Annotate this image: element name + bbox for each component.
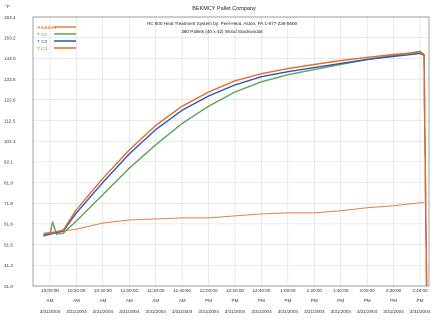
x-tick-date-label: 3/31/2004 (145, 309, 166, 314)
x-tick-date-label: 3/31/2004 (172, 309, 193, 314)
x-tick-ampm-label: AM (73, 298, 80, 303)
y-tick-label: 61.6 (4, 222, 13, 227)
x-tick-time-label: 11:40:00 (173, 288, 191, 293)
x-axis-ticks: 10:00:00 AM 3/31/2004 10:20:00 AM 3/31/2004 10… (40, 288, 431, 314)
legend-label-3: T C2 (37, 39, 48, 45)
chart-subtitle-2: 380 Pallets (40 x 42) Wood Stackwoods (181, 29, 263, 34)
series-line-1 (43, 202, 424, 234)
x-tick-date-label: 3/31/2004 (383, 309, 404, 314)
x-tick-time-label: 1:20:00 (307, 288, 323, 293)
series-line-4 (43, 51, 428, 287)
y-tick-label: 122.6 (4, 98, 16, 103)
x-tick-date-label: 3/31/2004 (198, 309, 219, 314)
x-tick-ampm-label: PM (258, 298, 265, 303)
y-tick-label: 163.4 (4, 15, 16, 20)
x-tick-ampm-label: PM (390, 298, 397, 303)
x-tick-time-label: 11:20:00 (147, 288, 165, 293)
x-tick-date-label: 3/31/2004 (93, 309, 114, 314)
legend-label-1: Ambient (37, 25, 57, 31)
x-tick-time-label: 2:20:00 (386, 288, 402, 293)
x-tick-time-label: 11:00:00 (121, 288, 139, 293)
x-tick-ampm-label: AM (152, 298, 159, 303)
x-tick-time-label: 10:20:00 (67, 288, 85, 293)
y-tick-label: 81.9 (4, 180, 13, 185)
x-tick-time-label: 10:00:00 (41, 288, 59, 293)
x-tick-date-label: 3/31/2004 (410, 309, 431, 314)
x-tick-ampm-label: PM (311, 298, 318, 303)
x-tick-ampm-label: PM (284, 298, 291, 303)
series-lines (43, 50, 428, 287)
x-tick-ampm-label: PM (364, 298, 371, 303)
x-tick-date-label: 3/31/2004 (66, 309, 87, 314)
x-tick-time-label: 2:40:00 (412, 288, 428, 293)
x-tick-ampm-label: PM (205, 298, 212, 303)
x-tick-ampm-label: AM (126, 298, 133, 303)
x-tick-ampm-label: AM (47, 298, 54, 303)
x-tick-ampm-label: AM (179, 298, 186, 303)
x-tick-ampm-label: PM (232, 298, 239, 303)
x-tick-time-label: 12:00:00 (200, 288, 218, 293)
y-tick-label: 133.6 (4, 77, 16, 82)
x-tick-date-label: 3/31/2004 (357, 309, 378, 314)
x-tick-date-label: 3/31/2004 (304, 309, 325, 314)
x-tick-ampm-label: PM (337, 298, 344, 303)
x-tick-ampm-label: AM (99, 298, 106, 303)
y-tick-label: 31.0 (4, 284, 13, 289)
x-tick-time-label: 12:20:00 (226, 288, 244, 293)
x-tick-date-label: 3/31/2004 (330, 309, 351, 314)
x-tick-date-label: 3/31/2004 (278, 309, 299, 314)
y-axis-ticks: 163.4 153.2 143.0 133.6 122.6 112.5 102.3 92.1 8… (4, 15, 16, 289)
y-tick-label: 92.1 (4, 160, 13, 165)
x-tick-date-label: 3/31/2004 (251, 309, 272, 314)
x-tick-time-label: 1:00:00 (280, 288, 296, 293)
chart-subtitle-1: HC 800 Heat Treatment System by: Peel-He… (147, 21, 298, 26)
plot-frame (32, 16, 430, 287)
chart-title: BEKMCY Pallet Company (192, 6, 256, 12)
x-tick-time-label: 2:00:00 (359, 288, 375, 293)
x-tick-time-label: 1:40:00 (333, 288, 349, 293)
y-tick-label: 143.0 (4, 56, 16, 61)
y-tick-label: 153.2 (4, 35, 16, 40)
y-tick-label: 71.8 (4, 201, 13, 206)
legend-label-2: T C1 (37, 32, 48, 38)
x-tick-time-label: 12:40:00 (252, 288, 270, 293)
y-tick-label: 51.5 (4, 242, 13, 247)
y-tick-label: 112.5 (4, 118, 16, 123)
y-tick-label: 102.3 (4, 139, 16, 144)
y-unit-label: °F (5, 4, 10, 10)
y-tick-label: 41.3 (4, 263, 13, 268)
x-tick-date-label: 3/31/2004 (225, 309, 246, 314)
x-tick-ampm-label: PM (417, 298, 424, 303)
series-line-3 (43, 52, 428, 287)
x-tick-time-label: 10:40:00 (94, 288, 112, 293)
x-tick-date-label: 3/31/2004 (40, 309, 61, 314)
x-tick-date-label: 3/31/2004 (119, 309, 140, 314)
legend-label-4: T C3 (37, 46, 48, 52)
